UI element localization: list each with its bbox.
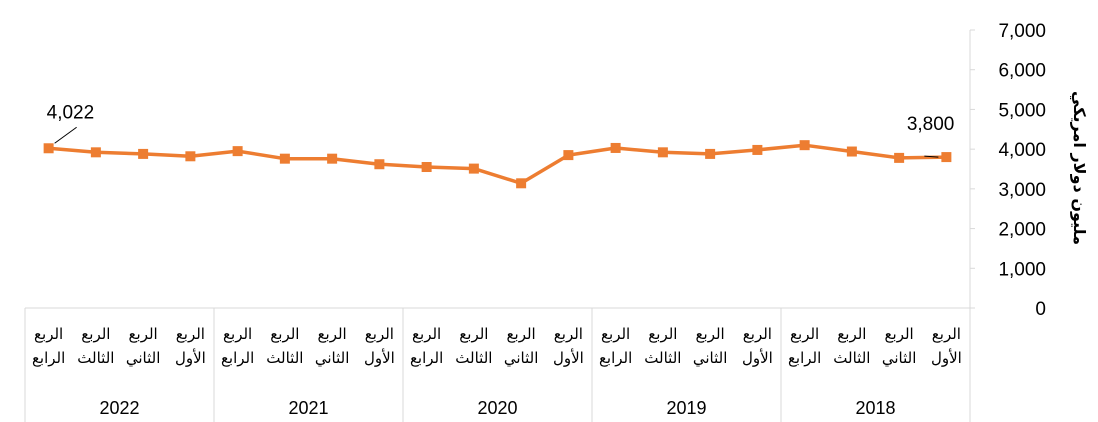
quarter-label: الربع [790,325,819,343]
data-point [421,162,432,173]
quarter-label: الربع [81,325,110,343]
year-label: 2021 [288,398,328,418]
quarter-label: الربع [318,325,347,343]
quarter-label: الربع [176,325,205,343]
data-point [279,153,290,164]
data-label: 4,022 [47,102,95,123]
quarter-label: الثالث [644,349,681,367]
data-point [327,153,338,164]
y-tick-label: 4,000 [998,140,1046,161]
year-label: 2020 [477,398,517,418]
annotation-leader [924,155,939,158]
y-axis-title: مليون دولار امريكي [1069,91,1089,245]
year-label: 2019 [666,398,706,418]
data-point [657,147,668,158]
data-point [90,147,101,158]
series-line [48,143,947,186]
quarter-label: الأول [364,348,395,367]
x-axis-categories: الربع الأول الربع الثاني الربع الثالث الربع الر… [32,325,962,418]
y-tick-label: 0 [1035,299,1046,320]
quarter-label: الربع [129,325,158,343]
quarter-label: الربع [837,325,866,343]
quarter-label: الثاني [126,349,161,368]
data-point [468,163,479,174]
quarter-label: الربع [743,325,772,343]
quarter-label: الأول [553,348,584,367]
quarter-label: الربع [270,325,299,343]
data-point [894,152,905,163]
quarter-label: الأول [931,348,962,367]
y-tick-label: 5,000 [998,100,1046,121]
axes [24,30,971,422]
quarter-label: الرابع [788,349,821,367]
quarter-label: الأول [742,348,773,367]
quarter-label: الربع [696,325,725,343]
quarter-label: الرابع [410,349,443,367]
quarter-label: الثاني [315,349,350,368]
data-point [799,140,810,151]
quarter-label: الربع [459,325,488,343]
quarter-label: الثالث [77,349,114,367]
quarter-label: الثاني [693,349,728,368]
data-point [516,178,527,189]
quarter-label: الرابع [32,349,65,367]
data-point [941,152,952,163]
data-point [610,142,621,153]
data-point [374,159,385,170]
data-point [232,146,243,157]
quarter-label: الثاني [504,349,539,368]
quarter-label: الربع [885,325,914,343]
data-point [43,143,54,154]
quarter-label: الربع [223,325,252,343]
data-point [752,144,763,155]
quarter-label: الربع [34,325,63,343]
data-label: 3,800 [907,114,955,135]
y-tick-label: 6,000 [998,61,1046,82]
y-tick-label: 3,000 [998,180,1046,201]
y-tick-label: 7,000 [998,21,1046,42]
quarter-label: الثالث [833,349,870,367]
year-label: 2018 [855,398,895,418]
quarter-label: الربع [412,325,441,343]
quarter-label: الثالث [455,349,492,367]
year-label: 2022 [99,398,139,418]
data-point [705,148,716,159]
quarter-label: الربع [932,325,961,343]
quarter-label: الربع [507,325,536,343]
y-axis-ticks: 0 1,000 2,000 3,000 4,000 5,000 6,000 7,000 [970,21,1046,320]
quarter-label: الربع [365,325,394,343]
quarter-label: الرابع [599,349,632,367]
quarter-label: الربع [601,325,630,343]
data-point [185,151,196,162]
quarter-label: الرابع [221,349,254,367]
annotations: 3,800 4,022 [47,102,955,158]
annotation-leader [54,126,77,144]
series-group [43,140,952,189]
quarter-label: الثالث [266,349,303,367]
data-point [563,150,574,161]
quarter-label: الربع [648,325,677,343]
y-tick-label: 2,000 [998,220,1046,241]
quarter-label: الثاني [882,349,917,368]
data-point [138,148,149,159]
y-tick-label: 1,000 [998,259,1046,280]
data-point [846,146,857,157]
quarter-label: الأول [175,348,206,367]
quarter-label: الربع [554,325,583,343]
